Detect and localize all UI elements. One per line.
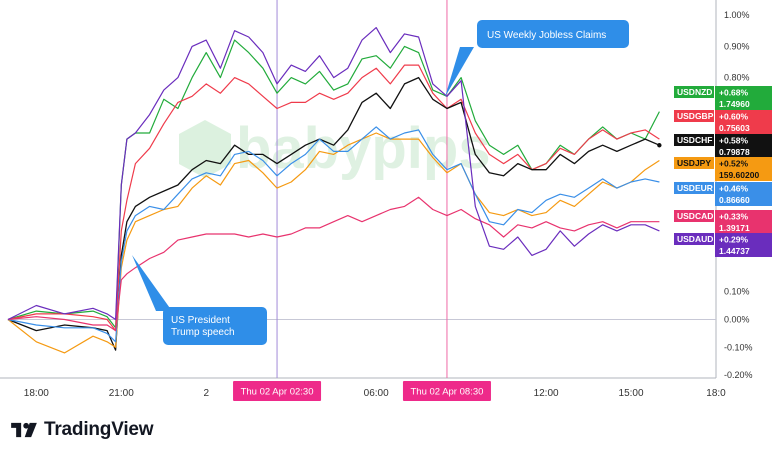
series-line-usdgbp — [7, 64, 660, 332]
y-tick-label: 1.00% — [724, 10, 750, 20]
last-point-marker — [657, 143, 662, 148]
legend-value-badge — [715, 157, 772, 181]
y-tick-label: 0.90% — [724, 41, 750, 51]
legend-change: +0.68% — [719, 88, 749, 98]
legend-change: +0.52% — [719, 159, 749, 169]
legend-symbol: USDEUR — [677, 183, 713, 193]
callout-text: Trump speech — [171, 327, 235, 338]
highlight-lines — [276, 0, 448, 378]
series-line-usdaud — [7, 27, 660, 321]
x-tick-label: 21:00 — [109, 388, 134, 399]
chart[interactable]: babypips 1.00% 0.90% 0.80% 0.10% 0.00% -0.10%… — [0, 0, 780, 415]
annotations: US Weekly Jobless Claims US PresidentTrum… — [132, 20, 629, 345]
series-line-usdcad — [7, 196, 660, 332]
brand-name: TradingView — [44, 419, 154, 440]
x-tick-label: 06:00 — [364, 388, 389, 399]
legend-item-usdaud: USDAUD +0.29%1.44737 — [674, 233, 772, 257]
callout-pointer — [445, 47, 474, 97]
legend-symbol: USDGBP — [677, 111, 714, 121]
highlight-time-badge[interactable] — [233, 381, 322, 401]
legend-symbol: USDNZD — [677, 87, 712, 97]
legend-price: 1.44737 — [719, 246, 750, 256]
legend-symbol-badge — [674, 110, 714, 122]
y-tick-label: -0.20% — [724, 370, 753, 380]
legend-symbol: USDAUD — [677, 234, 713, 244]
price-axis[interactable]: 1.00% 0.90% 0.80% 0.10% 0.00% -0.10% -0.20% — [724, 10, 753, 380]
series-line-usdeur — [7, 126, 660, 343]
y-tick-label: -0.10% — [724, 342, 753, 352]
callout-text: US President — [171, 315, 230, 326]
legend-price: 1.74960 — [719, 99, 750, 109]
legend-change: +0.33% — [719, 212, 749, 222]
legend-symbol-badge — [674, 182, 714, 194]
legend-item-usdnzd: USDNZD +0.68%1.74960 — [674, 86, 772, 110]
legend-value-badge — [715, 233, 772, 257]
legend-item-usdcad: USDCAD +0.33%1.39171 — [674, 210, 772, 234]
x-tick-label: 18:00 — [24, 388, 49, 399]
time-axis[interactable]: 18:00 21:00 2 06:00 12:00 15:00 18:0 Thu 02 Apr… — [24, 381, 726, 401]
legend-price: 0.79878 — [719, 147, 750, 157]
legend-symbol-badge — [674, 157, 714, 169]
legend-symbol-badge — [674, 134, 714, 146]
legend-change: +0.46% — [719, 184, 749, 194]
legend-value-badge — [715, 86, 772, 110]
y-tick-label: 0.10% — [724, 287, 750, 297]
highlight-time-label: Thu 02 Apr 08:30 — [411, 387, 484, 398]
watermark: babypips — [179, 116, 491, 181]
legend-item-usdjpy: USDJPY +0.52%159.60200 — [674, 157, 772, 181]
callout-box — [477, 20, 629, 48]
callout-text: US Weekly Jobless Claims — [487, 30, 606, 41]
series-line-usdjpy — [7, 132, 660, 354]
legend-item-usdgbp: USDGBP +0.60%0.75603 — [674, 110, 772, 134]
legend-change: +0.29% — [719, 235, 749, 245]
x-tick-label: 2 — [203, 388, 209, 399]
legend-symbol: USDJPY — [677, 158, 711, 168]
x-tick-label: 15:00 — [619, 388, 644, 399]
x-tick-label: 12:00 — [534, 388, 559, 399]
legend-value-badge — [715, 134, 772, 158]
highlight-time-badge[interactable] — [402, 381, 491, 401]
legend-symbol: USDCHF — [677, 135, 712, 145]
legend-change: +0.60% — [719, 112, 749, 122]
tradingview-logo-icon — [11, 422, 37, 438]
series-lines — [7, 27, 662, 354]
legend-symbol-badge — [674, 210, 714, 222]
legend-symbol-badge — [674, 233, 714, 245]
y-tick-label: 0.00% — [724, 314, 750, 324]
callout-box — [163, 307, 267, 345]
legend-price: 159.60200 — [719, 170, 759, 180]
x-tick-label: 18:0 — [706, 388, 726, 399]
legend-symbol-badge — [674, 86, 714, 98]
series-line-usdchf — [7, 76, 660, 351]
legend-value-badge — [715, 110, 772, 134]
watermark-text: babypips — [236, 116, 491, 181]
legend-symbol: USDCAD — [677, 211, 713, 221]
legend-price: 0.86660 — [719, 195, 750, 205]
callout-pointer — [132, 255, 172, 311]
legend-item-usdeur: USDEUR +0.46%0.86660 — [674, 182, 772, 206]
legend-item-usdchf: USDCHF +0.58%0.79878 — [674, 134, 772, 158]
plot-background — [0, 0, 780, 415]
legend-value-badge — [715, 210, 772, 234]
brand[interactable]: TradingView — [10, 419, 154, 441]
legend-change: +0.58% — [719, 136, 749, 146]
legend-price: 0.75603 — [719, 123, 750, 133]
legend-value-badge — [715, 182, 772, 206]
highlight-time-label: Thu 02 Apr 02:30 — [241, 387, 314, 398]
legend-price: 1.39171 — [719, 223, 750, 233]
y-tick-label: 0.80% — [724, 73, 750, 83]
